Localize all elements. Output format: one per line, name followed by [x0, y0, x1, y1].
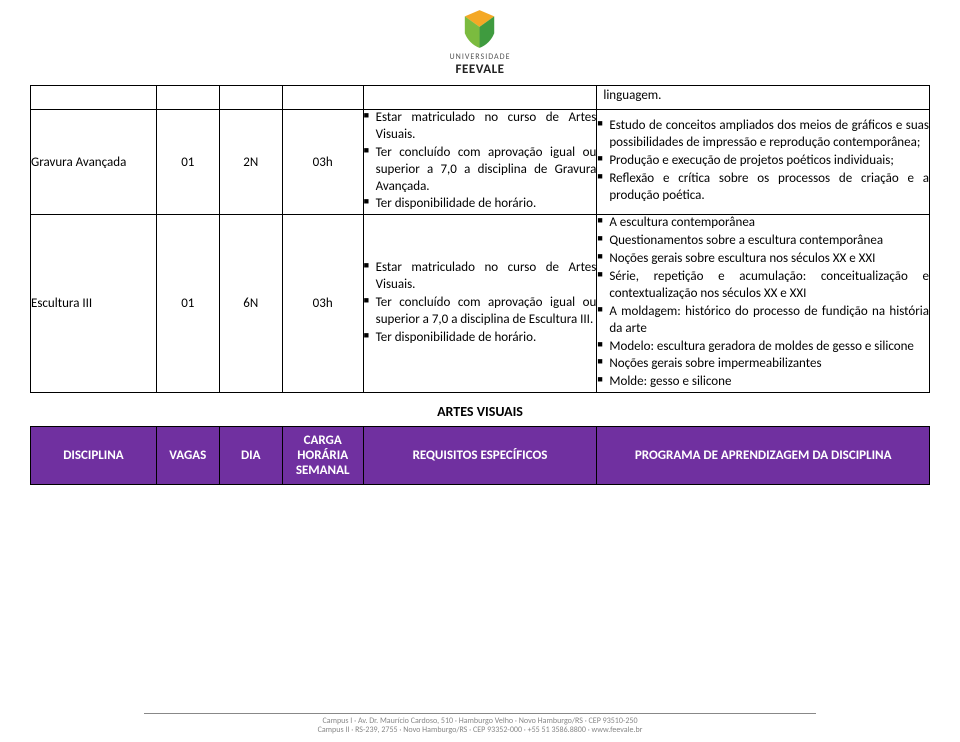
- cell-dia: 6N: [219, 215, 282, 393]
- cell-vagas: 01: [156, 110, 219, 215]
- list-item: Noções gerais sobre impermeabilizantes: [597, 356, 929, 373]
- footer: Campus I · Av. Dr. Maurício Cardoso, 510…: [144, 713, 816, 736]
- top-blank-row: linguagem. Gravura Avançada012N03hEstar …: [30, 85, 930, 393]
- list-item: Estar matriculado no curso de Artes Visu…: [364, 260, 597, 294]
- cell-requisitos: Estar matriculado no curso de Artes Visu…: [363, 215, 597, 393]
- section-title: ARTES VISUAIS: [30, 403, 930, 420]
- cell-vagas: 01: [156, 215, 219, 393]
- list-item: Ter disponibilidade de horário.: [364, 330, 597, 347]
- list-item: A escultura contemporânea: [597, 215, 929, 232]
- th-carga: CARGA HORÁRIA SEMANAL: [282, 427, 363, 485]
- list-item: Ter concluído com aprovação igual ou sup…: [364, 145, 597, 196]
- list-item: Ter disponibilidade de horário.: [364, 196, 597, 213]
- footer-line2: Campus II · RS-239, 2755 · Novo Hamburgo…: [144, 726, 816, 736]
- list-item: Noções gerais sobre escultura nos século…: [597, 251, 929, 268]
- list-item: Ter concluído com aprovação igual ou sup…: [364, 295, 597, 329]
- cell-dia: 2N: [219, 110, 282, 215]
- th-requisitos: REQUISITOS ESPECÍFICOS: [363, 427, 597, 485]
- list-item: A moldagem: histórico do processo de fun…: [597, 304, 929, 338]
- cell-programa: A escultura contemporâneaQuestionamentos…: [597, 215, 930, 393]
- cell-carga: 03h: [282, 215, 363, 393]
- list-item: Série, repetição e acumulação: conceitua…: [597, 269, 929, 303]
- list-item: Molde: gesso e silicone: [597, 374, 929, 391]
- cell-disciplina: Gravura Avançada: [31, 110, 157, 215]
- list-item: Estar matriculado no curso de Artes Visu…: [364, 110, 597, 144]
- th-vagas: VAGAS: [156, 427, 219, 485]
- cell-requisitos: Estar matriculado no curso de Artes Visu…: [363, 110, 597, 215]
- logo-shield-icon: [459, 8, 501, 50]
- cell-carga: 03h: [282, 110, 363, 215]
- table-row: Escultura III016N03hEstar matriculado no…: [31, 215, 930, 393]
- th-programa: PROGRAMA DE APRENDIZAGEM DA DISCIPLINA: [597, 427, 930, 485]
- top-row-text: linguagem.: [597, 86, 930, 110]
- table-row: Gravura Avançada012N03hEstar matriculado…: [31, 110, 930, 215]
- th-dia: DIA: [219, 427, 282, 485]
- logo-name: FEEVALE: [450, 62, 511, 77]
- cell-disciplina: Escultura III: [31, 215, 157, 393]
- header-logo: UNIVERSIDADE FEEVALE: [450, 8, 511, 77]
- main-table: DISCIPLINA VAGAS DIA CARGA HORÁRIA SEMAN…: [30, 426, 930, 485]
- list-item: Reflexão e crítica sobre os processos de…: [597, 171, 929, 205]
- logo-top-label: UNIVERSIDADE: [450, 52, 511, 62]
- list-item: Produção e execução de projetos poéticos…: [597, 153, 929, 170]
- list-item: Questionamentos sobre a escultura contem…: [597, 233, 929, 250]
- cell-programa: Estudo de conceitos ampliados dos meios …: [597, 110, 930, 215]
- table-header-row: DISCIPLINA VAGAS DIA CARGA HORÁRIA SEMAN…: [31, 427, 930, 485]
- list-item: Estudo de conceitos ampliados dos meios …: [597, 118, 929, 152]
- th-disciplina: DISCIPLINA: [31, 427, 157, 485]
- list-item: Modelo: escultura geradora de moldes de …: [597, 339, 929, 356]
